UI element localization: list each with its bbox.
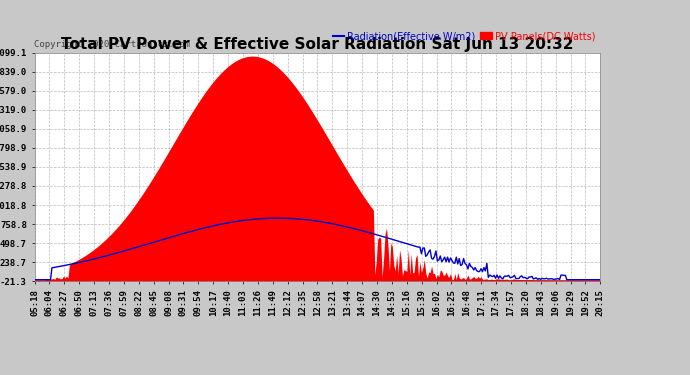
Title: Total PV Power & Effective Solar Radiation Sat Jun 13 20:32: Total PV Power & Effective Solar Radiati… xyxy=(61,38,573,52)
Legend: Radiation(Effective W/m2), PV Panels(DC Watts): Radiation(Effective W/m2), PV Panels(DC … xyxy=(333,31,595,41)
Text: Copyright 2020 Cartronics.com: Copyright 2020 Cartronics.com xyxy=(34,40,190,49)
